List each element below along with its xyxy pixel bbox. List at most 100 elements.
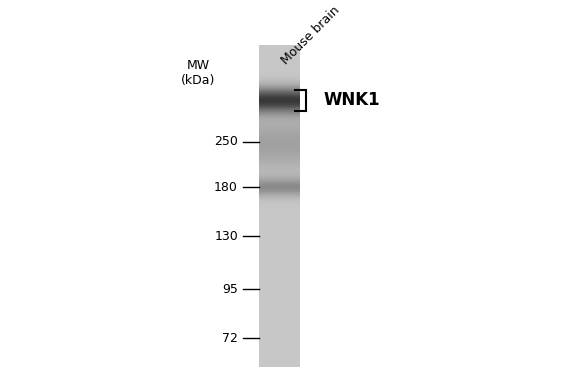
Bar — [259, 290, 300, 291]
Bar — [259, 327, 300, 328]
Bar — [259, 86, 300, 87]
Bar — [259, 201, 300, 202]
Bar — [259, 61, 300, 62]
Bar — [259, 134, 300, 135]
Bar — [259, 237, 300, 238]
Bar — [259, 274, 300, 275]
Bar — [259, 152, 300, 153]
Bar — [259, 278, 300, 279]
Bar — [259, 322, 300, 323]
Bar — [259, 219, 300, 220]
Bar — [259, 328, 300, 329]
Bar — [259, 83, 300, 84]
Bar — [259, 247, 300, 248]
Bar — [259, 62, 300, 63]
Bar — [259, 89, 300, 90]
Bar — [259, 124, 300, 125]
Bar — [259, 276, 300, 277]
Bar — [259, 142, 300, 143]
Bar — [259, 213, 300, 214]
Bar — [259, 223, 300, 224]
Bar — [259, 203, 300, 204]
Bar — [259, 73, 300, 74]
Bar — [259, 255, 300, 256]
Bar — [259, 214, 300, 215]
Bar — [259, 260, 300, 261]
Bar — [259, 183, 300, 184]
Bar — [259, 146, 300, 147]
Bar — [259, 132, 300, 133]
Bar — [259, 262, 300, 263]
Bar — [259, 130, 300, 131]
Bar — [259, 228, 300, 229]
Bar — [259, 70, 300, 71]
Bar — [259, 74, 300, 75]
Bar — [259, 259, 300, 260]
Bar — [259, 50, 300, 51]
Bar — [259, 326, 300, 327]
Bar — [259, 98, 300, 99]
Bar — [259, 208, 300, 209]
Bar — [259, 71, 300, 72]
Bar — [259, 273, 300, 274]
Bar — [259, 258, 300, 259]
Bar — [259, 315, 300, 316]
Bar — [259, 261, 300, 262]
Bar — [259, 333, 300, 334]
Bar — [259, 347, 300, 348]
Bar — [259, 269, 300, 270]
Bar — [259, 175, 300, 176]
Text: 180: 180 — [214, 181, 238, 194]
Bar — [259, 188, 300, 189]
Bar — [259, 161, 300, 162]
Bar — [259, 331, 300, 332]
Bar — [259, 251, 300, 252]
Bar — [259, 107, 300, 108]
Bar — [259, 339, 300, 340]
Bar — [259, 93, 300, 94]
Bar — [259, 226, 300, 227]
Bar — [259, 119, 300, 120]
Bar — [259, 312, 300, 313]
Bar — [259, 238, 300, 239]
Bar — [259, 254, 300, 255]
Bar — [259, 84, 300, 85]
Bar — [259, 350, 300, 351]
Bar — [259, 163, 300, 164]
Bar — [259, 167, 300, 168]
Bar — [259, 309, 300, 310]
Bar — [259, 324, 300, 325]
Text: MW
(kDa): MW (kDa) — [180, 59, 215, 87]
Bar — [259, 337, 300, 338]
Bar — [259, 123, 300, 124]
Bar — [259, 129, 300, 130]
Bar — [259, 352, 300, 353]
Bar — [259, 67, 300, 68]
Bar — [259, 110, 300, 111]
Bar — [259, 298, 300, 299]
Bar — [259, 300, 300, 301]
Bar — [259, 137, 300, 138]
Bar — [259, 204, 300, 205]
Bar — [259, 329, 300, 330]
Bar — [259, 249, 300, 250]
Bar — [259, 136, 300, 137]
Bar — [259, 233, 300, 234]
Bar — [259, 318, 300, 319]
Text: 72: 72 — [222, 332, 238, 345]
Bar — [259, 60, 300, 61]
Bar — [259, 283, 300, 284]
Bar — [259, 49, 300, 50]
Bar — [259, 330, 300, 331]
Bar — [259, 178, 300, 179]
Bar — [259, 176, 300, 177]
Bar — [259, 111, 300, 112]
Bar — [259, 79, 300, 80]
Bar — [259, 221, 300, 222]
Bar — [259, 120, 300, 121]
Bar — [259, 212, 300, 213]
Bar — [259, 112, 300, 113]
Bar — [259, 248, 300, 249]
Bar — [259, 307, 300, 308]
Bar — [259, 343, 300, 344]
